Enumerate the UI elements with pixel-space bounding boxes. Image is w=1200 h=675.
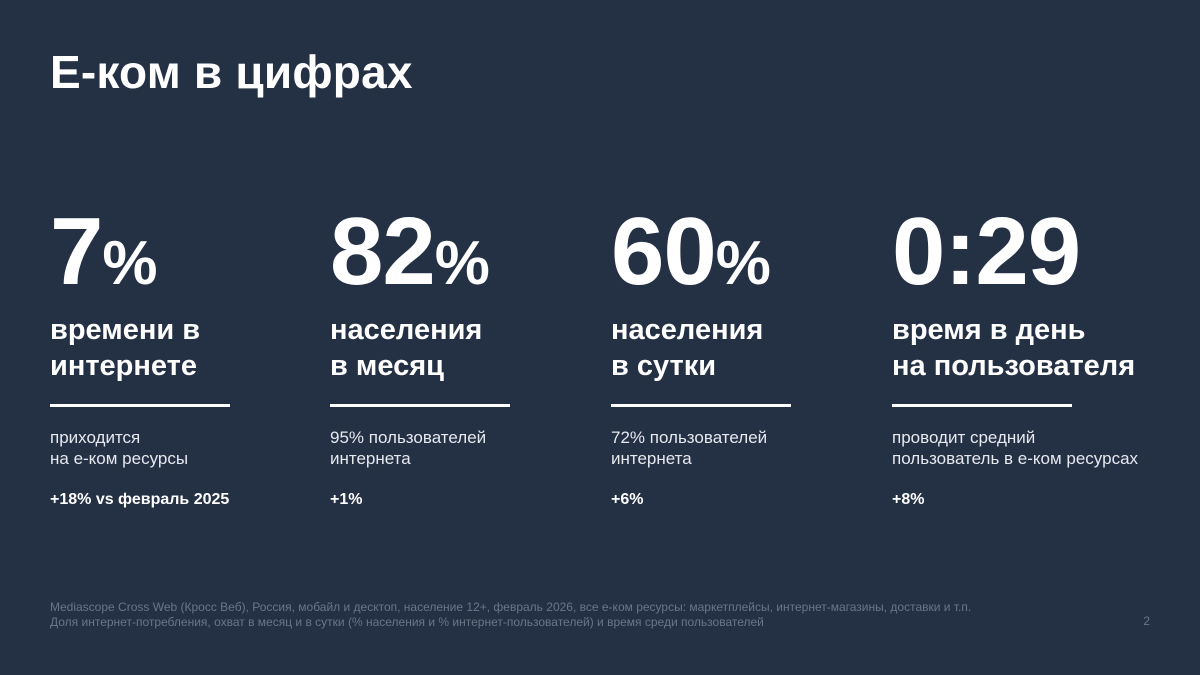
stat-description-line: приходится bbox=[50, 428, 141, 447]
source-footnote: Mediascope Cross Web (Кросс Веб), Россия… bbox=[50, 600, 971, 630]
stat-daily-reach: 60% населения в сутки 72% пользователей … bbox=[611, 200, 901, 508]
stat-caption: населения в сутки bbox=[611, 312, 901, 384]
stat-description-line: 72% пользователей bbox=[611, 428, 768, 447]
stat-caption-line: время в день bbox=[892, 314, 1086, 346]
stat-caption-line: в сутки bbox=[611, 350, 717, 382]
stat-divider bbox=[892, 404, 1072, 407]
stat-caption-line: интернете bbox=[50, 350, 197, 382]
stat-caption-line: в месяц bbox=[330, 350, 444, 382]
stat-value: 7% bbox=[50, 200, 340, 316]
stat-value: 0:29 bbox=[892, 200, 1182, 316]
stat-divider bbox=[330, 404, 510, 407]
stat-caption: время в день на пользователя bbox=[892, 312, 1182, 384]
stat-change: +18% vs февраль 2025 bbox=[50, 491, 230, 508]
stat-number: 60 bbox=[611, 198, 717, 305]
stats-row: 7% времени в интернете приходится на е-к… bbox=[50, 200, 1182, 508]
stat-unit: % bbox=[434, 229, 490, 298]
stat-caption-line: времени в bbox=[50, 314, 201, 346]
stat-change: +8% bbox=[892, 491, 925, 508]
stat-number: 0:29 bbox=[892, 198, 1081, 305]
stat-divider bbox=[611, 404, 791, 407]
stat-caption: населения в месяц bbox=[330, 312, 620, 384]
stat-change: +1% bbox=[330, 491, 363, 508]
stat-number: 7 bbox=[50, 198, 103, 305]
stat-ecom-time-share: 7% времени в интернете приходится на е-к… bbox=[50, 200, 340, 508]
stat-description-line: проводит средний bbox=[892, 428, 1036, 447]
stat-unit: % bbox=[102, 229, 158, 298]
source-footnote-line: Mediascope Cross Web (Кросс Веб), Россия… bbox=[50, 600, 972, 614]
page-title: Е-ком в цифрах bbox=[50, 46, 413, 98]
stat-description: 95% пользователей интернета bbox=[330, 427, 620, 469]
stat-description-line: 95% пользователей bbox=[330, 428, 487, 447]
stat-description: приходится на е-ком ресурсы bbox=[50, 427, 340, 469]
page-number: 2 bbox=[1143, 614, 1150, 628]
stat-caption-line: населения bbox=[611, 314, 764, 346]
stat-divider bbox=[50, 404, 230, 407]
source-footnote-line: Доля интернет-потребления, охват в месяц… bbox=[50, 615, 764, 629]
stat-daily-time-per-user: 0:29 время в день на пользователя провод… bbox=[892, 200, 1182, 508]
stat-value: 60% bbox=[611, 200, 901, 316]
stat-caption: времени в интернете bbox=[50, 312, 340, 384]
stat-change: +6% bbox=[611, 491, 644, 508]
stat-value: 82% bbox=[330, 200, 620, 316]
stat-description: 72% пользователей интернета bbox=[611, 427, 901, 469]
stat-description-line: пользователь в е-ком ресурсах bbox=[892, 449, 1139, 468]
stat-description-line: интернета bbox=[330, 449, 411, 468]
stat-description-line: интернета bbox=[611, 449, 692, 468]
stat-monthly-reach: 82% населения в месяц 95% пользователей … bbox=[330, 200, 620, 508]
stat-caption-line: населения bbox=[330, 314, 483, 346]
stat-caption-line: на пользователя bbox=[892, 350, 1136, 382]
stat-number: 82 bbox=[330, 198, 436, 305]
stat-description-line: на е-ком ресурсы bbox=[50, 449, 189, 468]
stat-description: проводит средний пользователь в е-ком ре… bbox=[892, 427, 1182, 469]
stat-unit: % bbox=[715, 229, 771, 298]
